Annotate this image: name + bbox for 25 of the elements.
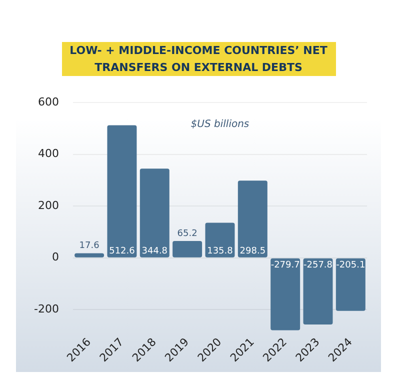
bar	[172, 240, 202, 258]
bar	[238, 180, 268, 258]
y-tick-label: 400	[38, 147, 59, 160]
data-label: 344.8	[142, 246, 168, 257]
data-label: -205.1	[336, 260, 366, 271]
text: $US billions	[190, 119, 250, 130]
bar	[336, 258, 366, 311]
y-tick-label: 200	[38, 198, 59, 212]
bar	[270, 258, 300, 330]
data-label: 298.5	[240, 246, 266, 257]
data-label: -257.8	[303, 260, 333, 271]
y-tick-label: -200	[34, 302, 59, 316]
bar	[205, 222, 235, 258]
bar	[303, 258, 333, 325]
y-tick-label: 0	[52, 250, 59, 264]
data-label: -279.7	[270, 260, 300, 271]
data-label: 65.2	[177, 228, 198, 239]
y-tick-label: 600	[38, 95, 59, 108]
data-label: 512.6	[109, 246, 136, 257]
bar	[74, 253, 104, 258]
data-label: 17.6	[79, 241, 100, 252]
bar	[107, 125, 137, 258]
data-label: 135.8	[207, 246, 234, 257]
chart-title: LOW- + MIDDLE-INCOME COUNTRIES’ NET TRANSFERS ON EXTERNAL DEBTS	[62, 42, 336, 76]
bar	[140, 168, 170, 258]
